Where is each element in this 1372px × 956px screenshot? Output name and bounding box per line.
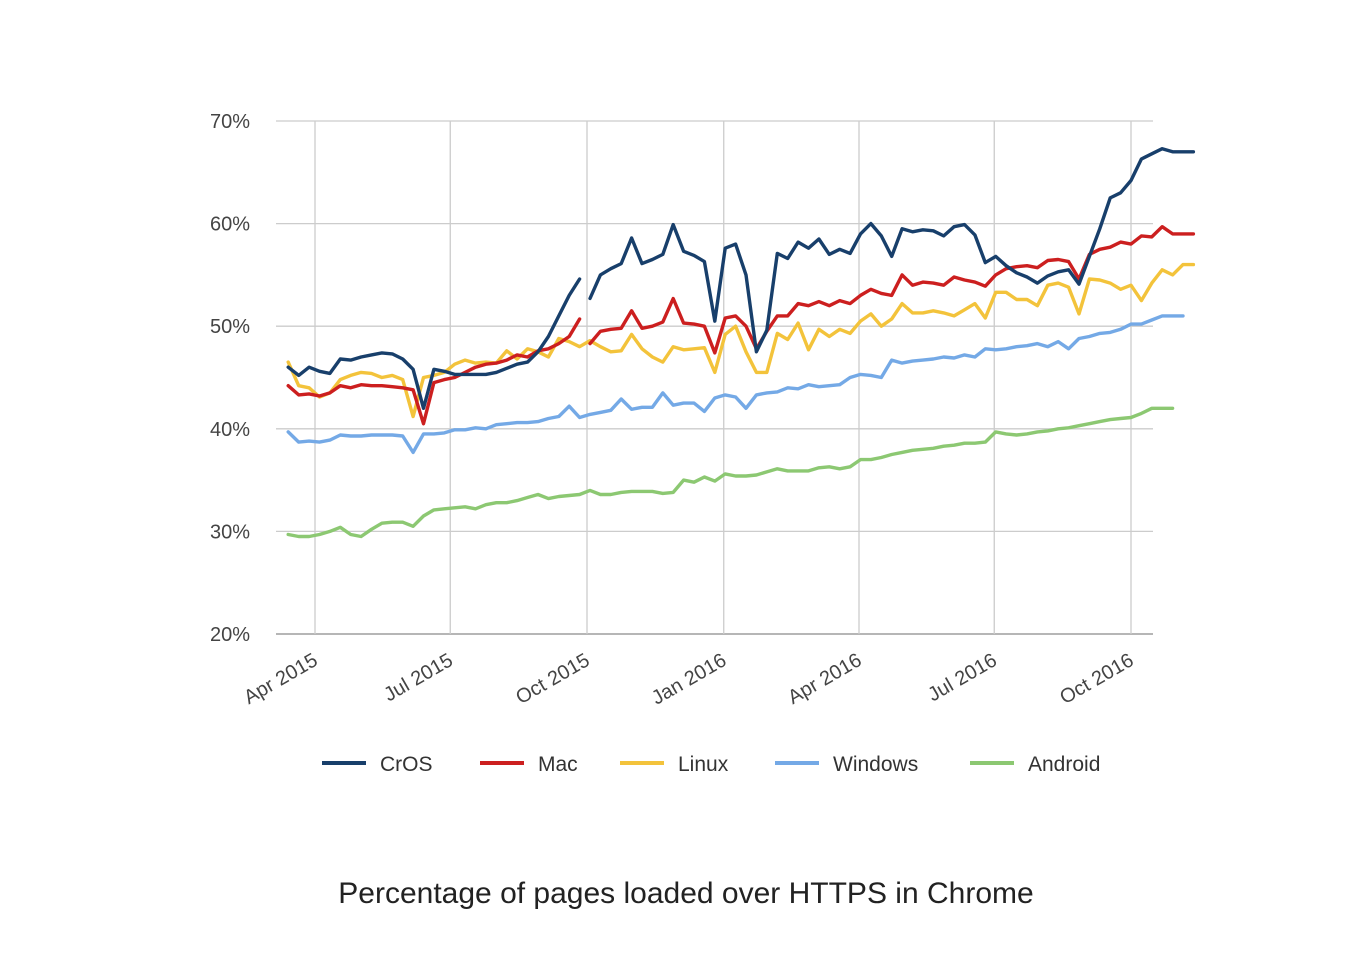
x-tick-label: Apr 2016 xyxy=(784,649,865,709)
y-tick-label: 70% xyxy=(210,111,250,133)
y-tick-label: 60% xyxy=(210,214,250,236)
series-line-windows xyxy=(286,314,1185,455)
x-tick-label: Jul 2016 xyxy=(924,649,1000,706)
legend-label-linux: Linux xyxy=(678,753,729,776)
x-tick-label: Apr 2015 xyxy=(240,649,321,709)
legend-label-android: Android xyxy=(1028,753,1100,776)
y-tick-label: 20% xyxy=(210,624,250,646)
chart-caption: Percentage of pages loaded over HTTPS in… xyxy=(338,877,1034,910)
series-line-cros xyxy=(286,277,582,410)
y-tick-label: 30% xyxy=(210,521,250,543)
series-line-android xyxy=(286,406,1175,539)
x-tick-label: Jan 2016 xyxy=(648,649,730,709)
legend: CrOS Mac Linux Windows Android xyxy=(322,753,1100,776)
series-line-linux xyxy=(286,262,1196,419)
series-line-mac xyxy=(588,225,1196,355)
legend-label-mac: Mac xyxy=(538,753,578,776)
series-line-mac xyxy=(286,317,582,426)
grid-lines xyxy=(276,120,1153,635)
series-lines xyxy=(286,147,1196,539)
y-axis-ticks: 20% 30% 40% 50% 60% 70% xyxy=(210,111,250,646)
y-tick-label: 50% xyxy=(210,316,250,338)
series-line-cros xyxy=(588,147,1196,354)
x-tick-label: Oct 2015 xyxy=(512,649,593,709)
legend-label-cros: CrOS xyxy=(380,753,433,776)
legend-label-windows: Windows xyxy=(833,753,918,776)
x-tick-label: Oct 2016 xyxy=(1056,649,1137,709)
x-axis-ticks: Apr 2015 Jul 2015 Oct 2015 Jan 2016 Apr 2016… xyxy=(240,649,1137,709)
x-tick-label: Jul 2015 xyxy=(380,649,456,706)
y-tick-label: 40% xyxy=(210,419,250,441)
